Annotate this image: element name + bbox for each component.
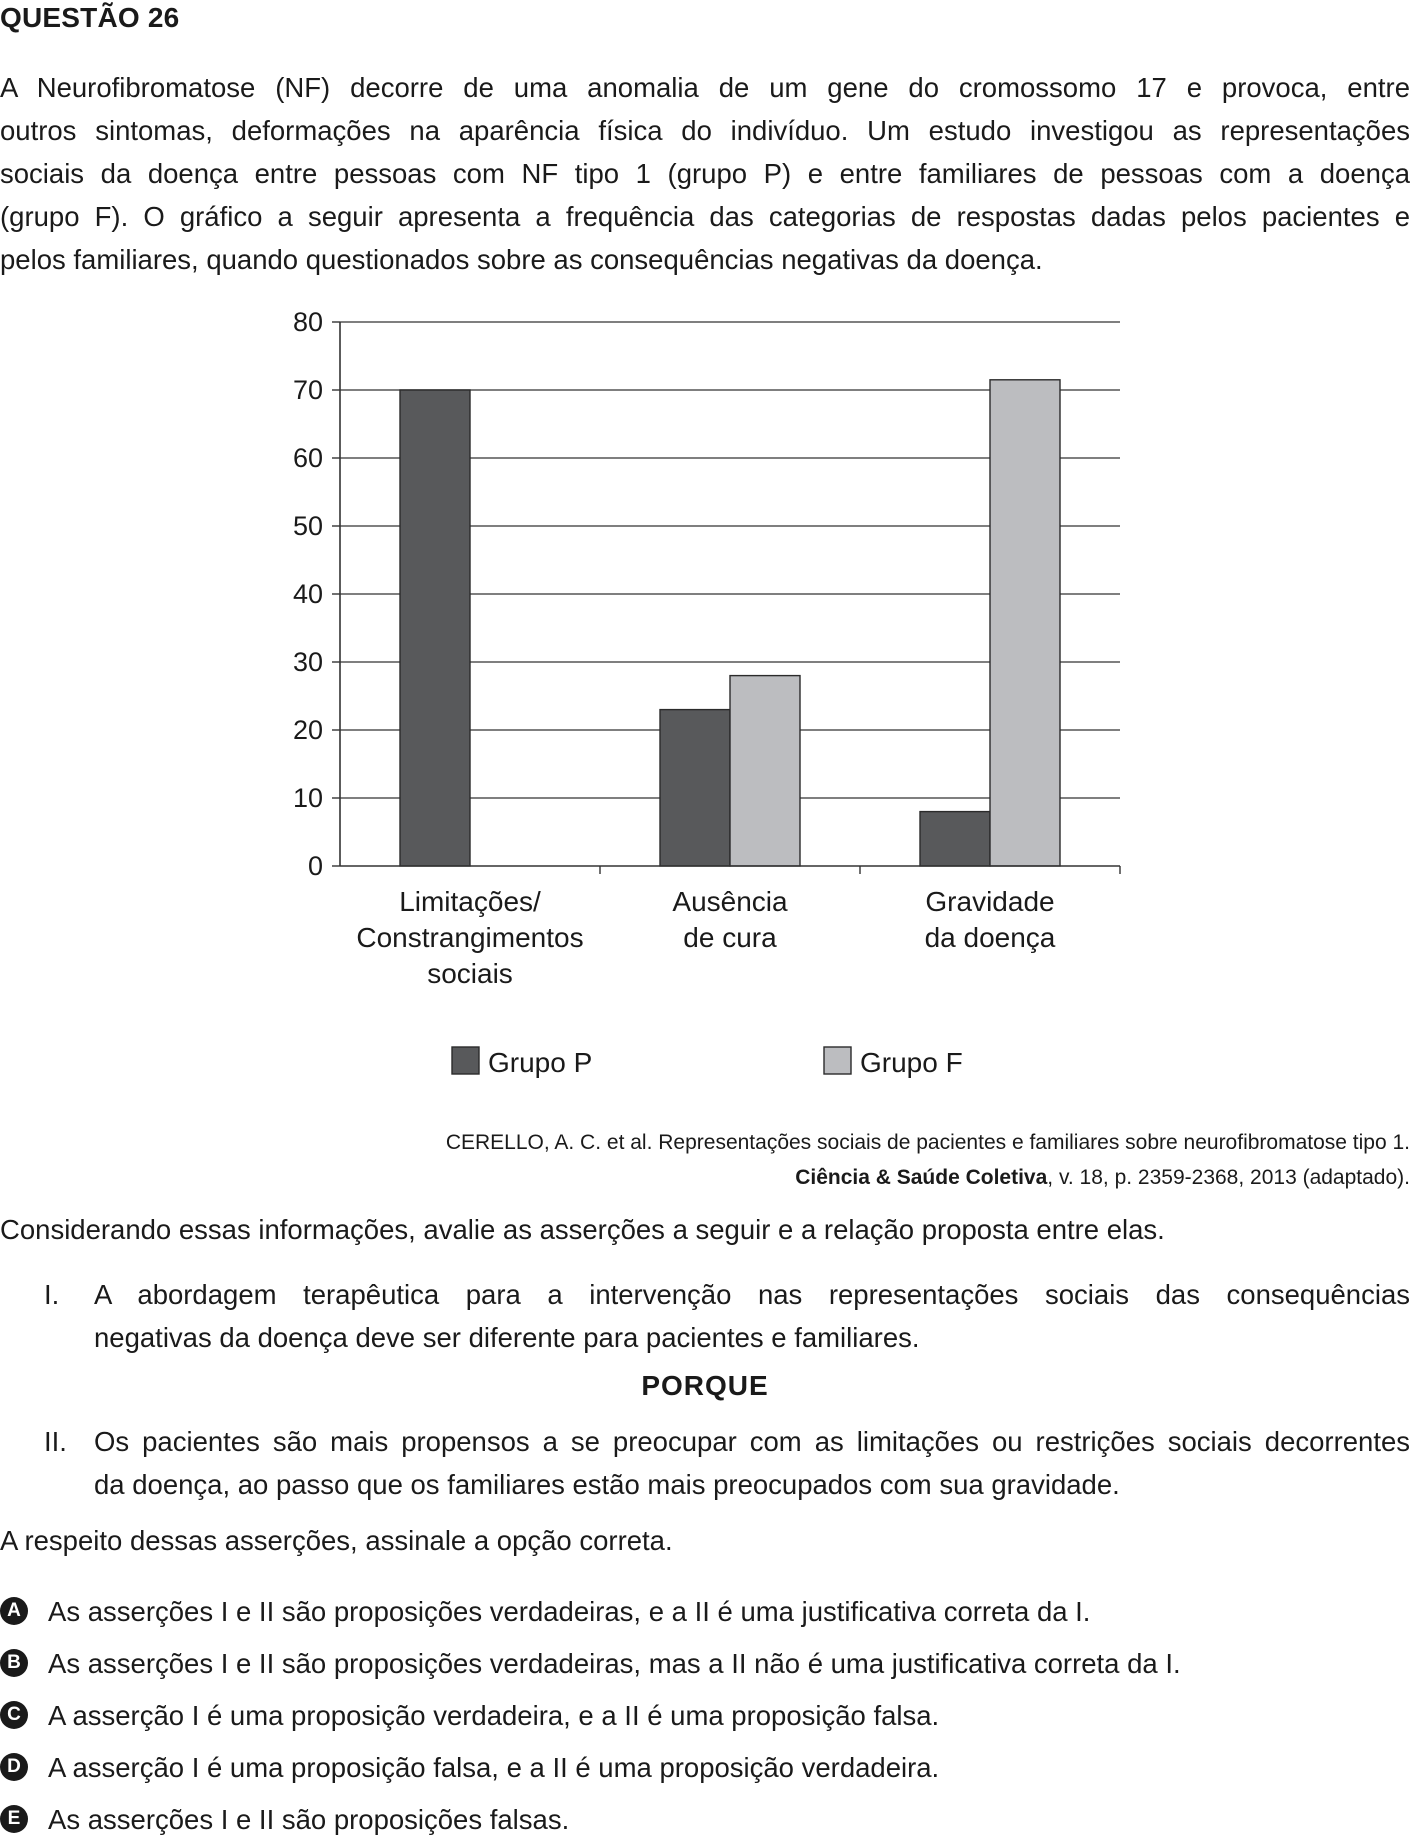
porque-connector: PORQUE [641, 1370, 769, 1401]
option-text: As asserções I e II são proposições verd… [48, 1648, 1181, 1679]
chart-axes [332, 321, 1121, 874]
assertion-line: negativas da doença deve ser diferente p… [94, 1322, 920, 1353]
bar-grupo-p [919, 810, 991, 867]
legend-swatch [823, 1046, 852, 1075]
y-tick-label: 50 [293, 511, 323, 541]
y-tick-labels: 0 10 20 30 40 50 60 70 80 [293, 307, 323, 881]
intro-line: outros sintomas, deformações na aparênci… [0, 115, 1410, 146]
x-category-labels: Limitações/Constrangimentos sociais Ausênc… [356, 886, 1055, 989]
assertion-text: Os pacientes são mais propensos a se pre… [94, 1420, 1410, 1506]
legend-label: Grupo F [860, 1047, 963, 1078]
source-line-1: CERELLO, A. C. et al. Representações soc… [445, 1131, 1410, 1154]
option-text: As asserções I e II são proposições fals… [48, 1804, 570, 1835]
intro-line: A Neurofibromatose (NF) decorre de uma a… [0, 72, 1410, 103]
chart-legend: Grupo P Grupo F [451, 1046, 963, 1078]
option-letter-badge: E [0, 1805, 28, 1833]
option-letter-badge: C [0, 1701, 28, 1729]
assertion-line: A abordagem terapêutica para a intervenç… [94, 1279, 1410, 1310]
option-text: A asserção I é uma proposição verdadeira… [48, 1700, 940, 1731]
option-letter-badge: B [0, 1649, 28, 1677]
x-category-label-line: de cura [683, 922, 777, 953]
bar-grupo-f [989, 379, 1061, 867]
x-category-label-line: Constrangimentos [356, 922, 583, 953]
bar-grupo-p [659, 708, 731, 867]
question-intro: A Neurofibromatose (NF) decorre de uma a… [0, 66, 1410, 281]
y-tick-label: 20 [293, 715, 323, 745]
y-tick-label: 30 [293, 647, 323, 677]
source-line-2: Ciência & Saúde Coletiva, v. 18, p. 2359… [446, 1160, 1410, 1195]
intro-line: (grupo F). O gráfico a seguir apresenta … [0, 201, 1410, 232]
x-category-label: Ausência de cura [672, 886, 788, 953]
option-letter-badge: D [0, 1753, 28, 1781]
source-citation: CERELLO, A. C. et al. Representações soc… [446, 1125, 1410, 1195]
option-letter-badge: A [0, 1597, 28, 1625]
y-tick-label: 40 [293, 579, 323, 609]
y-tick-label: 10 [293, 783, 323, 813]
option-text: A asserção I é uma proposição falsa, e a… [48, 1752, 940, 1783]
bar-chart: 0 10 20 30 40 50 60 70 80 Limitações/Constrangim… [293, 307, 1121, 1078]
bar-grupo-f [729, 674, 801, 867]
assertion-line: Os pacientes são mais propensos a se pre… [94, 1426, 1410, 1457]
intro-line: sociais da doença entre pessoas com NF t… [0, 158, 1410, 189]
bar-grupo-p [399, 389, 471, 867]
assertion-number: I. [44, 1279, 60, 1310]
source-details: , v. 18, p. 2359-2368, 2013 (adaptado). [1047, 1166, 1410, 1189]
x-category-label-line: Gravidade [925, 886, 1054, 917]
intro-line: pelos familiares, quando questionados so… [0, 244, 1043, 275]
assertion-text: A abordagem terapêutica para a intervenç… [94, 1273, 1410, 1359]
legend-swatch [451, 1046, 480, 1075]
question-title: QUESTÃO 26 [0, 2, 180, 33]
assertion-line: da doença, ao passo que os familiares es… [94, 1469, 1120, 1500]
y-tick-label: 0 [308, 851, 323, 881]
x-category-label: Gravidade da doença [925, 886, 1056, 953]
question-prompt: A respeito dessas asserções, assinale a … [0, 1525, 673, 1556]
y-tick-label: 80 [293, 307, 323, 337]
x-category-label-line: da doença [925, 922, 1056, 953]
source-journal: Ciência & Saúde Coletiva [795, 1166, 1048, 1189]
x-category-label-line: Ausência [672, 886, 788, 917]
y-tick-label: 60 [293, 443, 323, 473]
legend-label: Grupo P [488, 1047, 592, 1078]
x-category-label: Limitações/Constrangimentos sociais [356, 886, 583, 989]
option-text: As asserções I e II são proposições verd… [48, 1596, 1091, 1627]
instruction-text: Considerando essas informações, avalie a… [0, 1214, 1165, 1245]
assertion-number: II. [44, 1426, 67, 1457]
chart-bars [399, 379, 1061, 867]
x-category-label-line: Limitações/ [399, 886, 541, 917]
x-category-label-line: sociais [427, 958, 513, 989]
y-tick-label: 70 [293, 375, 323, 405]
